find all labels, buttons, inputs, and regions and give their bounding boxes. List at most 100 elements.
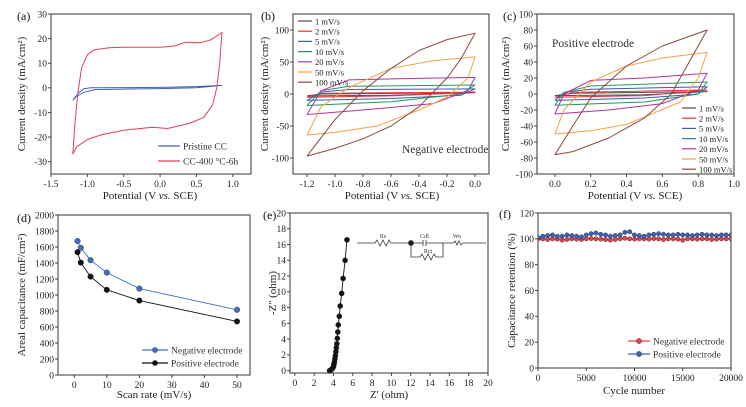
- data-point: [77, 259, 84, 266]
- series-group: [554, 29, 708, 156]
- x-tick-label: -0.6: [383, 180, 398, 190]
- data-point: [103, 269, 110, 276]
- legend-label: 50 mV/s: [699, 154, 728, 164]
- x-tick-label: 0.0: [469, 180, 481, 190]
- x-tick-label: -1.2: [299, 180, 314, 190]
- y-tick-label: 1800: [35, 227, 54, 237]
- data-point: [607, 233, 613, 239]
- data-point: [694, 232, 700, 238]
- data-point: [680, 232, 686, 238]
- legend-item: Negative electrode: [142, 346, 242, 356]
- panel-d: 0 10 20 30 40 50 0 200 400 600 800 1000 1200 1400 1600…: [16, 211, 251, 401]
- series-group: [74, 237, 240, 325]
- warburg-wo: [443, 240, 486, 246]
- x-tick-label: 15000: [671, 374, 695, 384]
- data-point: [627, 229, 633, 235]
- legend-label: CC-400 °C-6h: [183, 156, 239, 167]
- x-tick-label: 0: [292, 379, 297, 389]
- y-tick-label: 1200: [35, 275, 54, 285]
- y-tick-label: -40: [520, 122, 533, 132]
- legend-label: Positive electrode: [171, 359, 239, 369]
- legend-label: 2 mV/s: [699, 114, 724, 124]
- series-line-cc-400-c-6h: [72, 32, 223, 155]
- data-point: [334, 335, 341, 342]
- y-tick-label: 400: [40, 339, 55, 349]
- x-tick-label: 6: [350, 379, 355, 389]
- panel-b: -1.2 -1.0 -0.8 -0.6 -0.4 -0.2 0.0 -100 -50 0 50 100…: [259, 9, 490, 202]
- data-point: [661, 231, 666, 237]
- data-point: [574, 233, 579, 239]
- panel-label: (e): [263, 208, 276, 222]
- y-axis-label: Current density (mA/cm²): [259, 36, 271, 151]
- legend: Negative electrode Positive electrode: [142, 346, 242, 369]
- y-tick-label: 20: [277, 209, 287, 219]
- resistor-rct: [410, 243, 444, 261]
- legend-item: 20 mV/s: [298, 57, 344, 67]
- y-tick-label: -50: [276, 122, 289, 132]
- data-point: [340, 275, 346, 282]
- legend-item: 10 mV/s: [682, 134, 728, 144]
- legend-label: 2 mV/s: [315, 27, 340, 37]
- series-line-positive-electrode: [77, 252, 238, 322]
- legend-label: Negative electrode: [653, 337, 724, 347]
- y-tick-label: 14: [277, 257, 287, 267]
- data-point: [646, 232, 652, 238]
- legend-item: 100 mV/s: [298, 78, 348, 88]
- x-tick-label: 1.0: [227, 180, 239, 190]
- y-tick-label: 18: [277, 225, 287, 235]
- data-point: [598, 236, 604, 242]
- x-tick-label: -1.5: [43, 180, 58, 190]
- x-tick-label: 12: [406, 379, 416, 389]
- data-point: [612, 233, 618, 239]
- data-point: [336, 313, 343, 320]
- y-tick-label: 0: [42, 84, 47, 94]
- data-point: [718, 232, 724, 238]
- data-point: [335, 322, 342, 328]
- data-point: [709, 232, 715, 238]
- y-tick-label: -100: [516, 170, 534, 180]
- y-tick-label: -60: [520, 138, 533, 148]
- data-point: [699, 231, 705, 237]
- legend-label: 100 mV/s: [699, 165, 732, 175]
- legend: Negative electrode Positive electrode: [628, 337, 724, 360]
- data-point: [74, 237, 81, 244]
- x-axis-label-part: SCE): [413, 190, 440, 202]
- legend-item: Positive electrode: [142, 359, 239, 369]
- x-axis-label-part: SCE): [171, 190, 198, 202]
- panel-label: (c): [503, 9, 516, 23]
- x-axis-label-part: SCE): [656, 190, 683, 202]
- legend-label: Positive electrode: [653, 350, 721, 360]
- series-group: [326, 236, 350, 373]
- y-tick-label: -100: [272, 154, 290, 164]
- x-tick-label: 0: [536, 374, 541, 384]
- y-axis-label: Capacitance retention (%): [506, 233, 518, 348]
- y-tick-label: 20: [38, 35, 48, 45]
- data-point: [632, 236, 637, 242]
- x-tick-label: 8: [370, 379, 375, 389]
- data-point: [622, 235, 628, 241]
- data-point: [335, 329, 341, 335]
- panel-label: (d): [17, 211, 31, 225]
- y-tick-label: 8: [281, 304, 286, 314]
- legend-marker: [152, 347, 158, 353]
- legend-label: 1 mV/s: [315, 16, 340, 26]
- x-axis-label-part: Potential (V: [588, 190, 644, 202]
- legend-item: CC-400 °C-6h: [158, 156, 239, 167]
- data-point: [554, 233, 560, 239]
- x-tick-label: 10: [387, 379, 397, 389]
- x-tick-label: -0.4: [411, 180, 426, 190]
- x-tick-label: 0.0: [154, 180, 166, 190]
- legend: Pristine CC CC-400 °C-6h: [158, 142, 239, 167]
- data-point: [579, 234, 584, 240]
- x-tick-label: 4: [331, 379, 336, 389]
- data-point: [656, 231, 662, 237]
- data-point: [342, 257, 348, 264]
- x-axis-label: Potential (V vs. SCE): [588, 190, 683, 202]
- y-tick-label: 60: [525, 287, 535, 297]
- legend-label: 10 mV/s: [699, 134, 728, 144]
- y-tick-label: -80: [520, 154, 533, 164]
- data-point: [564, 232, 570, 238]
- legend-item: Positive electrode: [628, 350, 721, 360]
- x-tick-label: 20000: [719, 374, 743, 384]
- data-point: [704, 232, 710, 238]
